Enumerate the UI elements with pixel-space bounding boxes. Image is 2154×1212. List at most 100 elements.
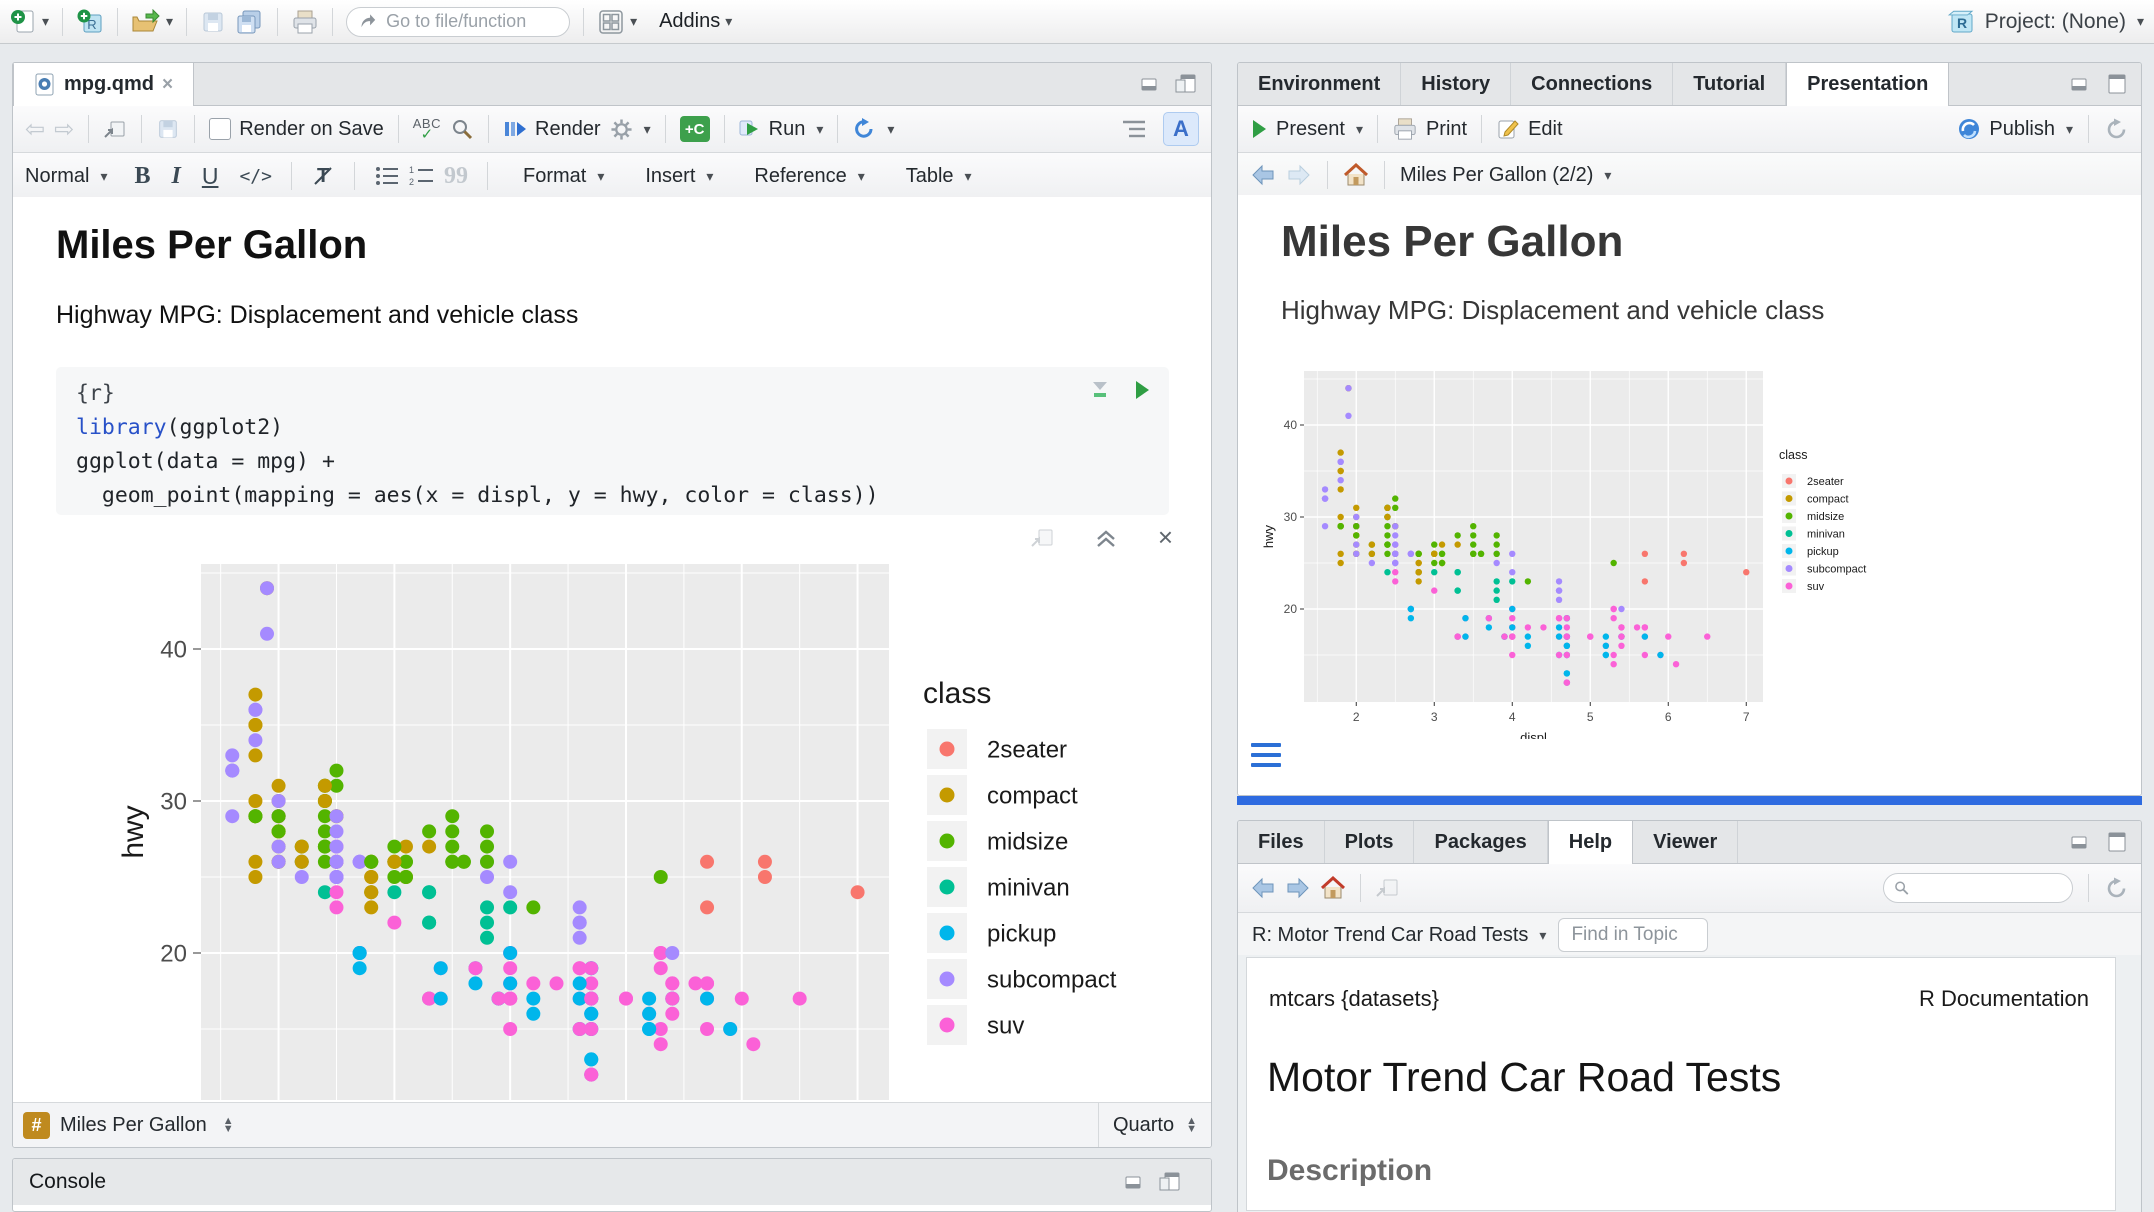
chevron-down-icon: ▾: [1356, 121, 1363, 138]
maximize-pane-icon[interactable]: [2105, 832, 2127, 852]
rerun-button[interactable]: ▾: [852, 117, 894, 141]
show-in-window-icon[interactable]: [1030, 527, 1054, 549]
run-chunks-above-icon[interactable]: [1089, 379, 1111, 401]
goto-file-input[interactable]: [384, 10, 557, 33]
tab-plots[interactable]: Plots: [1325, 821, 1415, 863]
close-icon[interactable]: ×: [162, 74, 173, 96]
minimize-pane-icon[interactable]: [2071, 75, 2093, 93]
outline-icon[interactable]: [1121, 118, 1147, 140]
open-in-new-window-icon[interactable]: [103, 118, 127, 140]
clear-formatting-icon[interactable]: T: [311, 164, 335, 188]
table-menu[interactable]: Table▾: [906, 165, 972, 188]
help-search-input[interactable]: [1915, 877, 2062, 899]
maximize-pane-icon[interactable]: [1175, 74, 1197, 94]
render-label: Render: [535, 118, 601, 141]
document-canvas[interactable]: Miles Per Gallon Highway MPG: Displaceme…: [13, 197, 1211, 1105]
tab-history[interactable]: History: [1401, 63, 1511, 105]
addins-menu[interactable]: Addins ▾: [659, 10, 732, 33]
goto-file-search[interactable]: [346, 7, 570, 37]
slide-content[interactable]: Miles Per Gallon Highway MPG: Displaceme…: [1238, 195, 2141, 795]
insert-menu[interactable]: Insert▾: [645, 165, 713, 188]
bullet-list-icon[interactable]: [374, 165, 400, 187]
render-button[interactable]: Render: [503, 118, 601, 141]
console-header[interactable]: Console: [13, 1159, 1211, 1205]
save-icon[interactable]: [156, 117, 180, 141]
new-file-button[interactable]: ▾: [10, 8, 49, 35]
bold-button[interactable]: B: [134, 163, 150, 190]
reference-menu[interactable]: Reference▾: [754, 165, 864, 188]
forward-icon[interactable]: [1286, 164, 1312, 186]
run-chunk-icon[interactable]: [1133, 379, 1151, 401]
help-content-area[interactable]: mtcars {datasets} R Documentation Motor …: [1238, 955, 2141, 1212]
tab-mpg-qmd[interactable]: mpg.qmd ×: [13, 63, 194, 106]
minimize-pane-icon[interactable]: [2071, 833, 2093, 851]
back-icon[interactable]: ⇦: [25, 115, 45, 144]
save-all-button[interactable]: [234, 8, 264, 35]
refresh-icon[interactable]: [2104, 876, 2129, 901]
home-icon[interactable]: [1320, 876, 1346, 900]
forward-icon[interactable]: ⇨: [54, 115, 74, 144]
help-topic-selector[interactable]: R: Motor Trend Car Road Tests ▾: [1252, 924, 1546, 947]
help-search-box[interactable]: [1883, 873, 2073, 903]
tab-files[interactable]: Files: [1238, 821, 1325, 863]
clear-output-icon[interactable]: ×: [1158, 527, 1173, 549]
code-button[interactable]: </>: [239, 166, 272, 187]
help-doc-type-label: R Documentation: [1919, 986, 2089, 1012]
document-outline-selector[interactable]: Miles Per Gallon ▲▼: [60, 1114, 234, 1137]
find-replace-icon[interactable]: [450, 117, 474, 141]
print-button[interactable]: [291, 9, 319, 35]
back-icon[interactable]: [1250, 164, 1276, 186]
publish-button[interactable]: Publish ▾: [1957, 117, 2073, 141]
tab-tutorial[interactable]: Tutorial: [1673, 63, 1786, 105]
help-document: mtcars {datasets} R Documentation Motor …: [1246, 957, 2116, 1211]
new-project-button[interactable]: R: [76, 8, 104, 36]
editor-mode-selector[interactable]: Quarto ▲▼: [1098, 1103, 1211, 1147]
slide-menu-icon[interactable]: [1251, 743, 1281, 767]
present-label: Present: [1276, 118, 1345, 141]
slide-selector[interactable]: Miles Per Gallon (2/2) ▾: [1400, 164, 1611, 187]
back-icon[interactable]: [1250, 877, 1276, 899]
minimize-pane-icon[interactable]: [1125, 1173, 1147, 1191]
refresh-icon[interactable]: [2104, 117, 2129, 142]
tab-connections[interactable]: Connections: [1511, 63, 1673, 105]
print-presentation-button[interactable]: Print: [1392, 117, 1467, 141]
render-options-button[interactable]: ▾: [610, 118, 651, 141]
quarto-file-icon: [34, 73, 56, 97]
help-topic-row: R: Motor Trend Car Road Tests ▾: [1238, 913, 2141, 958]
spellcheck-button[interactable]: ABC ✓: [413, 118, 441, 140]
home-icon[interactable]: [1343, 163, 1369, 187]
code-chunk[interactable]: {r} library(ggplot2) ggplot(data = mpg) …: [56, 367, 1169, 515]
project-menu[interactable]: R Project: (None) ▾: [1947, 7, 2144, 37]
format-menu[interactable]: Format▾: [523, 165, 604, 188]
blockquote-button[interactable]: 99: [444, 163, 468, 190]
tab-presentation[interactable]: Presentation: [1786, 63, 1949, 106]
show-in-new-window-icon[interactable]: [1375, 877, 1399, 899]
present-button[interactable]: Present ▾: [1250, 118, 1363, 141]
tab-help[interactable]: Help: [1548, 821, 1633, 864]
open-file-button[interactable]: ▾: [131, 9, 173, 35]
tab-packages[interactable]: Packages: [1414, 821, 1547, 863]
maximize-pane-icon[interactable]: [2105, 74, 2127, 94]
collapse-output-icon[interactable]: [1094, 527, 1118, 549]
r-project-cube-icon: R: [1947, 7, 1977, 37]
find-in-topic-input[interactable]: [1558, 918, 1708, 952]
save-icon: [200, 9, 226, 35]
visual-mode-toggle[interactable]: A: [1163, 112, 1199, 146]
italic-button[interactable]: I: [172, 163, 181, 190]
render-on-save-checkbox[interactable]: Render on Save: [209, 118, 384, 141]
maximize-pane-icon[interactable]: [1159, 1172, 1181, 1192]
minimize-pane-icon[interactable]: [1141, 75, 1163, 93]
save-button[interactable]: [200, 9, 226, 35]
edit-presentation-button[interactable]: Edit: [1496, 117, 1562, 141]
svg-text:suv: suv: [987, 1012, 1024, 1039]
run-label: Run: [769, 118, 806, 141]
underline-button[interactable]: U: [202, 163, 219, 190]
insert-chunk-button[interactable]: +C: [680, 116, 710, 142]
run-button[interactable]: Run ▾: [739, 118, 824, 141]
pane-layout-button[interactable]: ▾: [597, 8, 637, 36]
tab-environment[interactable]: Environment: [1238, 63, 1401, 105]
forward-icon[interactable]: [1285, 877, 1311, 899]
tab-viewer[interactable]: Viewer: [1633, 821, 1738, 863]
paragraph-style-menu[interactable]: Normal ▾: [25, 165, 107, 188]
numbered-list-icon[interactable]: 12: [409, 165, 435, 187]
